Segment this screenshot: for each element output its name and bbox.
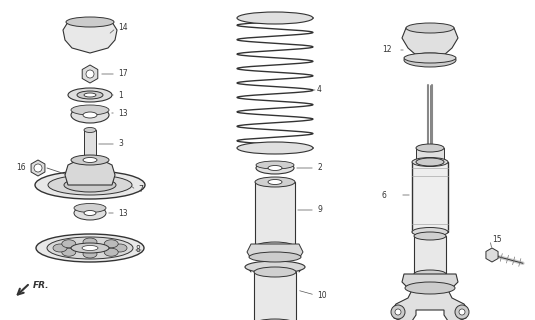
Ellipse shape <box>255 242 295 252</box>
Ellipse shape <box>82 245 98 251</box>
Ellipse shape <box>66 17 114 27</box>
Text: 7: 7 <box>138 186 143 195</box>
Text: 4: 4 <box>317 85 322 94</box>
Polygon shape <box>247 244 303 260</box>
Text: 1: 1 <box>118 91 123 100</box>
Ellipse shape <box>395 309 401 315</box>
Ellipse shape <box>84 211 96 215</box>
Ellipse shape <box>256 162 294 174</box>
Ellipse shape <box>412 228 448 236</box>
Text: 16: 16 <box>16 164 26 172</box>
Ellipse shape <box>68 88 112 102</box>
Ellipse shape <box>71 155 109 165</box>
Polygon shape <box>255 182 295 247</box>
Ellipse shape <box>414 232 446 240</box>
Ellipse shape <box>406 23 454 33</box>
Ellipse shape <box>254 319 296 320</box>
Text: 8: 8 <box>135 245 140 254</box>
Ellipse shape <box>268 165 282 171</box>
Ellipse shape <box>62 240 76 248</box>
Polygon shape <box>486 248 498 262</box>
Text: 13: 13 <box>118 108 128 117</box>
Ellipse shape <box>256 161 294 169</box>
Ellipse shape <box>84 93 96 97</box>
Ellipse shape <box>53 244 67 252</box>
Ellipse shape <box>104 248 118 256</box>
Ellipse shape <box>245 261 305 273</box>
Ellipse shape <box>83 112 97 118</box>
Text: 17: 17 <box>118 69 128 78</box>
Ellipse shape <box>104 240 118 248</box>
Ellipse shape <box>35 171 145 199</box>
Ellipse shape <box>237 12 313 24</box>
Ellipse shape <box>83 250 97 258</box>
Polygon shape <box>31 160 45 176</box>
Text: 12: 12 <box>382 45 392 54</box>
Ellipse shape <box>412 157 448 166</box>
Ellipse shape <box>404 53 456 63</box>
Ellipse shape <box>255 177 295 187</box>
Ellipse shape <box>84 127 96 132</box>
Ellipse shape <box>74 206 106 220</box>
Ellipse shape <box>404 53 456 67</box>
Polygon shape <box>84 130 96 158</box>
Ellipse shape <box>237 142 313 154</box>
Polygon shape <box>416 148 444 162</box>
Text: 2: 2 <box>317 164 322 172</box>
Ellipse shape <box>36 234 144 262</box>
Polygon shape <box>412 162 448 232</box>
Ellipse shape <box>77 91 103 99</box>
Ellipse shape <box>416 158 444 166</box>
Ellipse shape <box>113 244 127 252</box>
Ellipse shape <box>74 204 106 212</box>
Ellipse shape <box>86 70 94 78</box>
Ellipse shape <box>71 105 109 115</box>
Text: FR.: FR. <box>33 282 50 291</box>
Polygon shape <box>63 18 117 53</box>
Text: 15: 15 <box>492 236 502 244</box>
Polygon shape <box>402 274 458 288</box>
Polygon shape <box>392 290 468 320</box>
Ellipse shape <box>83 157 97 163</box>
Ellipse shape <box>62 248 76 256</box>
Text: 14: 14 <box>118 23 128 33</box>
Ellipse shape <box>455 305 469 319</box>
Ellipse shape <box>414 270 446 278</box>
Polygon shape <box>402 28 458 58</box>
Polygon shape <box>254 272 296 320</box>
Ellipse shape <box>416 144 444 152</box>
Text: 3: 3 <box>118 140 123 148</box>
Ellipse shape <box>254 267 296 277</box>
Polygon shape <box>414 236 446 274</box>
Ellipse shape <box>34 164 42 172</box>
Ellipse shape <box>459 309 465 315</box>
Ellipse shape <box>64 178 116 192</box>
Ellipse shape <box>391 305 405 319</box>
Ellipse shape <box>84 156 96 161</box>
Ellipse shape <box>48 175 132 195</box>
Text: 6: 6 <box>382 190 387 199</box>
Ellipse shape <box>405 282 455 294</box>
Polygon shape <box>65 158 115 185</box>
Text: 10: 10 <box>317 291 327 300</box>
Ellipse shape <box>71 107 109 123</box>
Text: 9: 9 <box>317 205 322 214</box>
Ellipse shape <box>249 252 301 262</box>
Ellipse shape <box>83 238 97 246</box>
Text: 13: 13 <box>118 209 128 218</box>
Ellipse shape <box>71 243 109 253</box>
Ellipse shape <box>268 180 282 185</box>
Polygon shape <box>82 65 98 83</box>
Ellipse shape <box>47 237 133 259</box>
